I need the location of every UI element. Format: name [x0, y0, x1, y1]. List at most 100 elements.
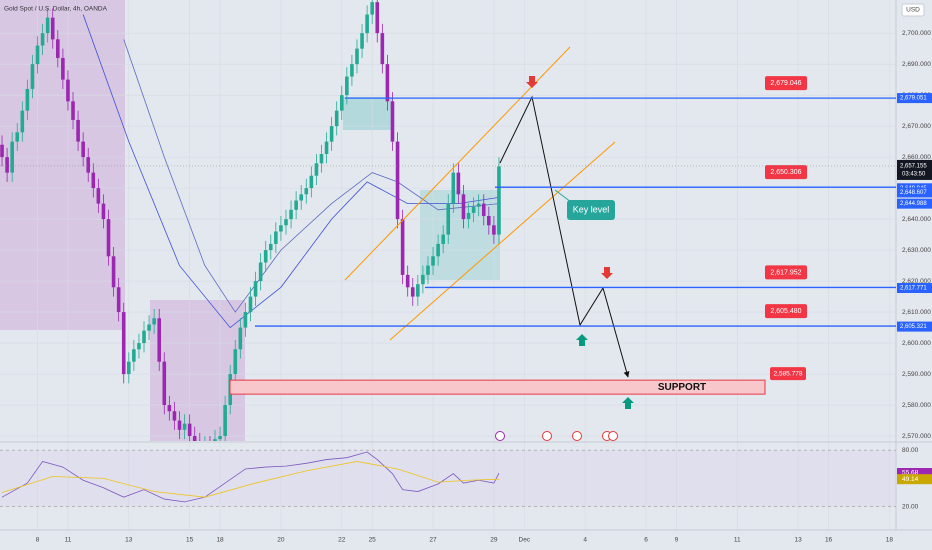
y-tick-label: 2,580.000: [902, 402, 931, 409]
candle-body: [395, 141, 400, 220]
candle-body: [147, 324, 151, 331]
candle-body: [106, 219, 111, 257]
candle-body: [0, 144, 4, 158]
candle-body: [268, 243, 273, 251]
rsi-tick-label: 20.00: [902, 503, 919, 510]
candle-body: [177, 420, 182, 430]
candle-body: [157, 318, 162, 362]
level-label: 2,650.306: [770, 169, 801, 176]
candle-body: [451, 172, 456, 204]
candle-body: [86, 157, 91, 173]
candle-body: [20, 110, 25, 133]
level-label-box: [765, 265, 807, 280]
candle-body: [436, 243, 440, 257]
candle-body: [279, 225, 283, 232]
candle-body: [137, 343, 141, 350]
candle-body: [91, 172, 96, 189]
event-icon: [495, 431, 505, 441]
candle-body: [416, 284, 420, 297]
candle-body: [152, 318, 156, 325]
candle-body: [30, 64, 35, 89]
rsi-tick-label: 80.00: [902, 447, 919, 454]
candle-body: [192, 436, 197, 441]
down-arrow: [601, 267, 613, 279]
x-tick-label: 13: [125, 537, 133, 544]
candle-body: [400, 219, 405, 275]
candle-body: [375, 2, 380, 34]
y-tick-label: 2,600.000: [902, 340, 931, 347]
x-tick-label: 15: [186, 537, 194, 544]
candle-body: [111, 256, 116, 288]
candle-body: [66, 79, 70, 102]
candle-body: [187, 423, 192, 437]
x-tick-label: 16: [825, 537, 833, 544]
candle-body: [390, 101, 395, 142]
candle-body: [253, 281, 258, 297]
candle-body: [309, 175, 314, 189]
x-tick-label: Dec: [519, 537, 531, 544]
candle-body: [294, 200, 298, 210]
candle-body: [446, 203, 451, 235]
candle-body: [405, 274, 410, 288]
event-icon: [572, 431, 582, 441]
candle-body: [461, 194, 466, 220]
callout-text: Key level: [573, 204, 610, 214]
candle-body: [213, 439, 217, 441]
price-badge: [897, 93, 932, 104]
last-price-badge: [897, 159, 932, 180]
candle-body: [345, 76, 349, 96]
price-badge: [897, 187, 932, 198]
up-arrow: [622, 397, 634, 409]
candle-body: [299, 194, 304, 201]
price-badge-label: 2,617.771: [900, 286, 927, 292]
x-tick-label: 29: [490, 537, 498, 544]
candle-body: [274, 231, 278, 244]
candle-body: [329, 126, 334, 142]
y-tick-label: 2,670.000: [902, 123, 931, 130]
candle-body: [71, 101, 75, 120]
chart-title: Gold Spot / U.S. Dollar, 4h, OANDA: [4, 6, 108, 13]
shade-zone: [343, 97, 393, 130]
x-tick-label: 9: [675, 537, 679, 544]
y-tick-label: 2,570.000: [902, 433, 931, 440]
rsi-badge-label: 55.68: [902, 470, 919, 477]
moving-average: [123, 39, 500, 313]
candle-body: [481, 203, 486, 217]
event-icon: [608, 431, 618, 441]
candle-body: [35, 45, 40, 65]
candle-body: [248, 296, 253, 313]
y-tick-label: 2,700.000: [902, 30, 931, 37]
x-tick-label: 13: [795, 537, 803, 544]
candle-body: [25, 88, 30, 111]
candle-body: [132, 349, 136, 362]
x-tick-label: 18: [216, 537, 224, 544]
y-tick-label: 2,620.000: [902, 278, 931, 285]
candle-body: [289, 209, 293, 220]
price-badge-label: 2,644.988: [900, 201, 927, 207]
candle-body: [497, 166, 501, 235]
projection-path: [499, 95, 630, 378]
candle-body: [324, 141, 329, 155]
candle-body: [167, 405, 172, 412]
candle-body: [360, 33, 364, 49]
support-zone: [229, 379, 766, 395]
candle-body: [284, 219, 288, 226]
rsi-badge: [897, 474, 932, 485]
x-tick-label: 11: [734, 537, 741, 544]
x-tick-label: 22: [338, 537, 346, 544]
rsi-line: [1, 451, 500, 503]
level-label: 2,617.952: [770, 269, 801, 276]
price-badge: [897, 282, 932, 293]
candle-body: [476, 203, 481, 207]
y-tick-label: 2,690.000: [902, 61, 931, 68]
countdown: 03:43:50: [902, 172, 926, 178]
callout: [567, 200, 615, 220]
candle-body: [365, 14, 369, 34]
candle-body: [370, 2, 374, 15]
candle-body: [487, 216, 491, 226]
candle-body: [355, 48, 359, 65]
candle-body: [238, 327, 243, 350]
level-label-box: [765, 304, 807, 319]
x-tick-label: 8: [36, 537, 40, 544]
price-badge-label: 2,679.051: [900, 96, 927, 102]
